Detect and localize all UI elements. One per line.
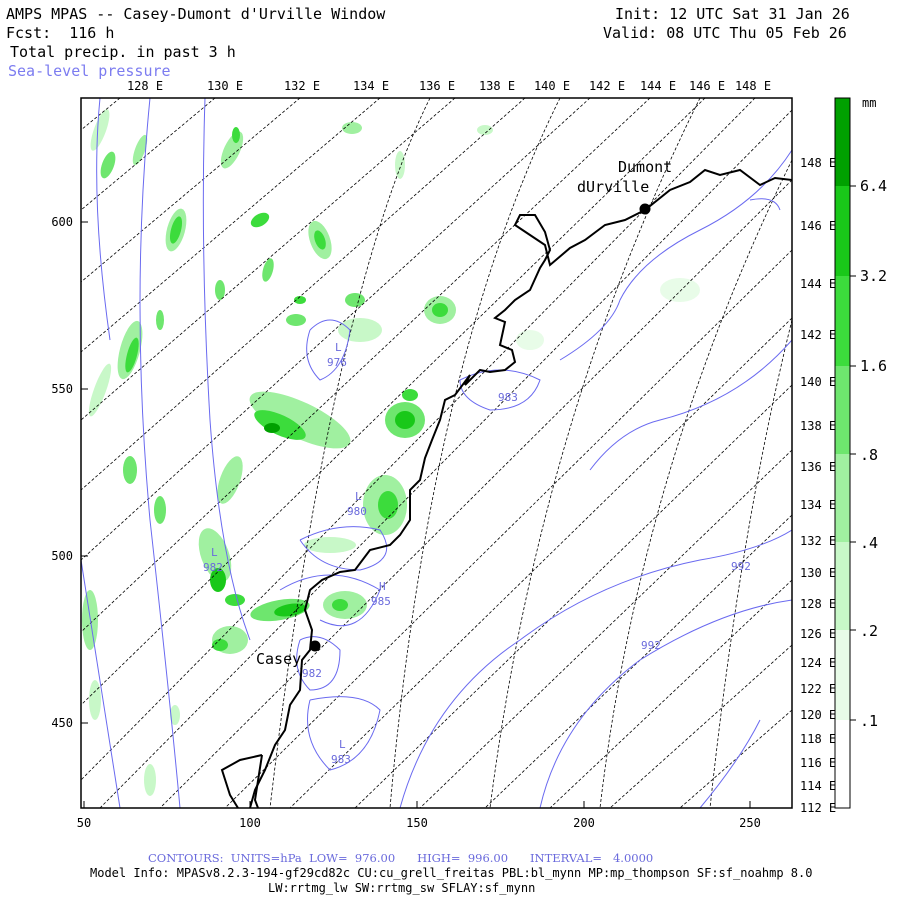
colorbar-swatch-0-8 [835,366,850,454]
colorbar-swatch-6-4 [835,98,850,186]
casey-label: Casey [256,650,301,668]
dumont-label-line1: Dumont [618,158,672,176]
colorbar-swatch-0-1 [835,630,850,720]
pressure-labels: L 976 983 L 980 L 982 H 985 982 L 983 99… [203,341,751,766]
svg-text:136 E: 136 E [419,79,455,93]
svg-text:142 E: 142 E [589,79,625,93]
svg-text:140 E: 140 E [534,79,570,93]
colorbar-swatch-0-2 [835,542,850,630]
svg-text:150: 150 [406,816,428,830]
dumont-label-line2: dUrville [577,178,649,196]
svg-text:124 E: 124 E [800,656,836,670]
right-axis-labels: 148 E 146 E 144 E 142 E 140 E 138 E 136 … [800,156,836,815]
dumont-durville-marker [639,203,651,215]
svg-text:148 E: 148 E [800,156,836,170]
colorbar-label: .1 [860,712,878,730]
svg-text:100: 100 [239,816,261,830]
svg-text:128 E: 128 E [800,597,836,611]
svg-text:450: 450 [51,716,73,730]
svg-text:130 E: 130 E [207,79,243,93]
pressure-letter: L [335,341,342,354]
colorbar-label: .4 [860,534,878,552]
pressure-letter: H [379,580,386,593]
colorbar-label: .2 [860,622,878,640]
svg-text:142 E: 142 E [800,328,836,342]
top-axis-labels: 128 E 130 E 132 E 134 E 136 E 138 E 140 … [127,79,771,93]
svg-text:128 E: 128 E [127,79,163,93]
svg-text:112 E: 112 E [800,801,836,815]
svg-text:134 E: 134 E [800,498,836,512]
pressure-value: 985 [371,595,391,608]
bottom-axis-labels: 50 100 150 200 250 [77,816,761,830]
colorbar-swatch-3-2 [835,186,850,276]
svg-text:118 E: 118 E [800,732,836,746]
svg-text:132 E: 132 E [284,79,320,93]
svg-text:120 E: 120 E [800,708,836,722]
field-name: Total precip. in past 3 h [10,43,236,61]
left-axis-ticks [81,221,751,808]
pressure-letter: L [339,738,346,751]
svg-text:114 E: 114 E [800,779,836,793]
plot-frame [80,97,793,809]
svg-text:134 E: 134 E [353,79,389,93]
svg-text:132 E: 132 E [800,534,836,548]
svg-text:126 E: 126 E [800,627,836,641]
svg-text:600: 600 [51,215,73,229]
map-plot-area [81,98,792,808]
precip-shading [82,109,700,796]
svg-text:146 E: 146 E [689,79,725,93]
lat-lon-grid [81,98,792,808]
svg-text:130 E: 130 E [800,566,836,580]
colorbar-label: 3.2 [860,267,887,285]
pressure-value: 980 [347,505,367,518]
svg-text:122 E: 122 E [800,682,836,696]
pressure-value: 992 [641,639,661,652]
svg-text:250: 250 [739,816,761,830]
pressure-value: 976 [327,356,347,369]
svg-text:144 E: 144 E [800,277,836,291]
svg-text:550: 550 [51,382,73,396]
colorbar-label: .8 [860,446,878,464]
pressure-value: 983 [331,753,351,766]
svg-text:144 E: 144 E [640,79,676,93]
forecast-hour: Fcst: 116 h [6,24,115,42]
svg-text:138 E: 138 E [479,79,515,93]
svg-text:148 E: 148 E [735,79,771,93]
contour-info: CONTOURS: UNITS=hPa LOW= 976.00 HIGH= 99… [148,851,654,865]
model-info-line2: LW:rrtmg_lw SW:rrtmg_sw SFLAY:sf_mynn [268,881,536,895]
slp-contours [81,98,792,808]
colorbar-label: 6.4 [860,177,887,195]
colorbar-swatch-0-4 [835,454,850,542]
svg-text:146 E: 146 E [800,219,836,233]
colorbar-label: 1.6 [860,357,887,375]
coastline [220,168,792,808]
model-info: Model Info: MPASv8.2.3-194-gf29cd82c CU:… [90,866,813,880]
pressure-value: 992 [731,560,751,573]
valid-time: Valid: 08 UTC Thu 05 Feb 26 [603,24,847,42]
init-time: Init: 12 UTC Sat 31 Jan 26 [615,5,850,23]
pressure-value: 982 [302,667,322,680]
pressure-letter: L [355,490,362,503]
left-axis-labels: 600 550 500 450 [51,215,73,730]
svg-text:200: 200 [573,816,595,830]
svg-text:138 E: 138 E [800,419,836,433]
svg-text:500: 500 [51,549,73,563]
svg-text:136 E: 136 E [800,460,836,474]
colorbar: mm 6.4 3.2 1.6 .8 .4 .2 .1 [834,96,887,809]
map-title: AMPS MPAS -- Casey-Dumont d'Urville Wind… [6,5,386,23]
svg-text:140 E: 140 E [800,375,836,389]
contour-field-name: Sea-level pressure [8,62,171,80]
casey-marker [309,640,321,652]
colorbar-swatch-1-6 [835,276,850,366]
pressure-value: 983 [498,391,518,404]
svg-text:50: 50 [77,816,91,830]
colorbar-units: mm [862,96,876,110]
pressure-value: 982 [203,561,223,574]
svg-text:116 E: 116 E [800,756,836,770]
pressure-letter: L [211,546,218,559]
